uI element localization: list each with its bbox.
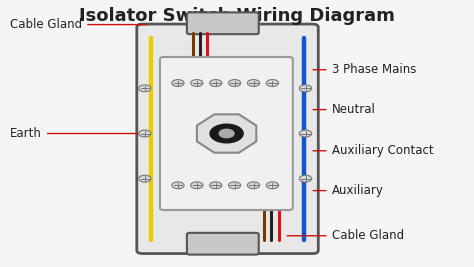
Circle shape xyxy=(210,182,222,189)
Circle shape xyxy=(247,80,260,87)
Text: Cable Gland: Cable Gland xyxy=(10,18,147,31)
Circle shape xyxy=(139,130,151,137)
Text: Neutral: Neutral xyxy=(313,103,375,116)
Text: Isolator Switch Wiring Diagram: Isolator Switch Wiring Diagram xyxy=(79,7,395,25)
Circle shape xyxy=(247,182,260,189)
Circle shape xyxy=(139,175,151,182)
Circle shape xyxy=(139,85,151,92)
Circle shape xyxy=(300,85,312,92)
Circle shape xyxy=(219,129,234,138)
Circle shape xyxy=(191,182,203,189)
Circle shape xyxy=(266,80,279,87)
Text: 3 Phase Mains: 3 Phase Mains xyxy=(313,63,416,76)
Circle shape xyxy=(172,80,184,87)
Circle shape xyxy=(228,182,241,189)
FancyBboxPatch shape xyxy=(160,57,293,210)
Circle shape xyxy=(210,124,243,143)
Polygon shape xyxy=(197,114,256,153)
Circle shape xyxy=(266,182,279,189)
Text: Auxiliary: Auxiliary xyxy=(313,184,383,197)
Text: Earth: Earth xyxy=(10,127,142,140)
Text: Cable Gland: Cable Gland xyxy=(287,229,404,242)
FancyBboxPatch shape xyxy=(187,12,259,34)
Text: Auxiliary Contact: Auxiliary Contact xyxy=(313,144,433,157)
Circle shape xyxy=(172,182,184,189)
Circle shape xyxy=(228,80,241,87)
Circle shape xyxy=(300,175,312,182)
Circle shape xyxy=(191,80,203,87)
Circle shape xyxy=(210,80,222,87)
Circle shape xyxy=(300,130,312,137)
FancyBboxPatch shape xyxy=(187,233,259,255)
FancyBboxPatch shape xyxy=(137,24,318,254)
